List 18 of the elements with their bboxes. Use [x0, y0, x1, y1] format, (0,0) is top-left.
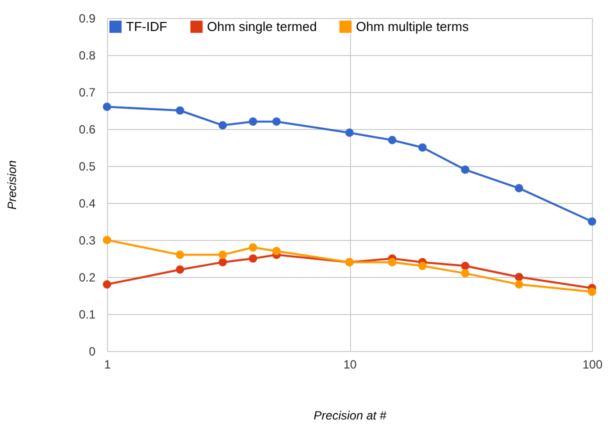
y-tick-label: 0.2	[78, 270, 96, 284]
y-tick-label: 0.9	[78, 12, 96, 26]
y-tick-label: 0.3	[78, 234, 96, 248]
legend-label: Ohm single termed	[207, 18, 317, 34]
x-tick-label: 100	[582, 358, 603, 372]
y-tick-label: 0.8	[78, 48, 96, 62]
x-tick-label: 1	[104, 358, 112, 372]
y-tick-label: 0.6	[78, 122, 96, 136]
y-tick-label: 0.5	[78, 160, 96, 174]
y-tick-label: 0.7	[78, 86, 96, 100]
legend-label: TF-IDF	[126, 18, 168, 34]
legend-label: Ohm multiple terms	[356, 18, 470, 34]
y-tick-label: 0	[88, 344, 96, 358]
x-axis-title: Precision at #	[314, 408, 387, 422]
y-tick-label: 0.1	[78, 308, 96, 322]
x-tick-label: 10	[343, 358, 357, 372]
y-tick-label: 0.4	[78, 196, 96, 210]
y-axis-title: Precision	[4, 160, 19, 210]
